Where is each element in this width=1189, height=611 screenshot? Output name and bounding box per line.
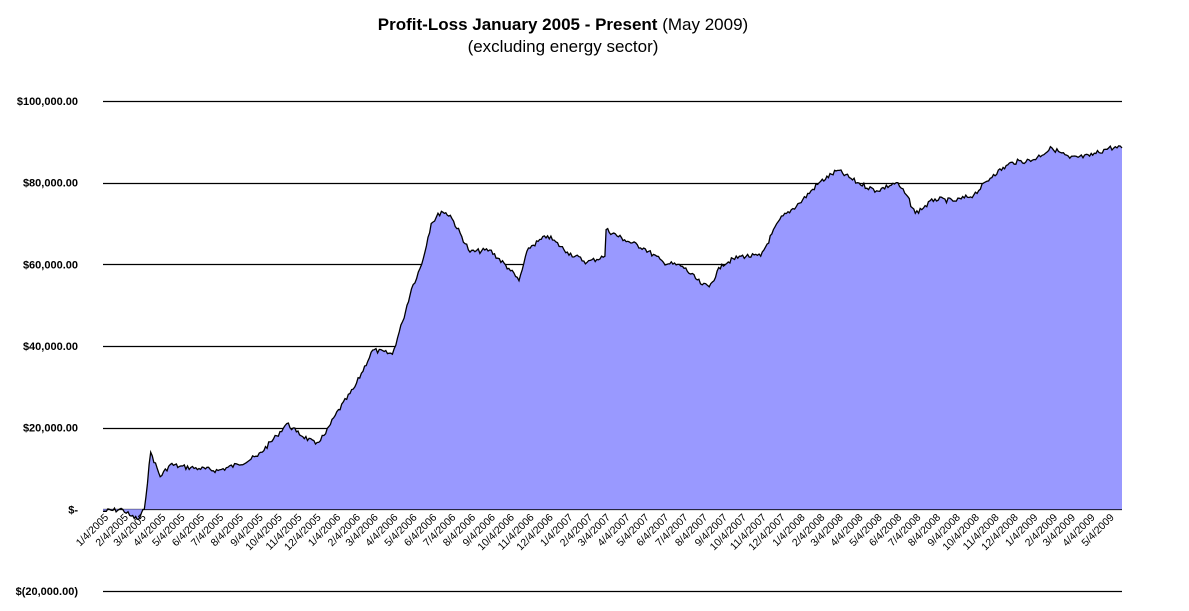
y-tick-label: $80,000.00: [23, 178, 78, 190]
y-tick-label: $40,000.00: [23, 341, 78, 353]
x-axis-labels: 1/4/20052/4/20053/4/20054/4/20055/4/2005…: [74, 511, 1117, 553]
series-line: [102, 145, 1123, 521]
chart-title: Profit-Loss January 2005 - Present (May …: [0, 14, 1126, 36]
y-tick-label: $100,000.00: [17, 96, 78, 108]
y-axis-labels: $100,000.00 $80,000.00 $60,000.00 $40,000.0…: [16, 96, 79, 598]
chart-title-block: Profit-Loss January 2005 - Present (May …: [0, 14, 1126, 58]
chart-title-date: (May 2009): [662, 15, 749, 34]
y-tick-label: $-: [68, 504, 78, 516]
series-area: [102, 145, 1123, 521]
y-tick-label: $(20,000.00): [16, 586, 79, 598]
chart-subtitle: (excluding energy sector): [467, 37, 659, 56]
y-tick-label: $60,000.00: [23, 259, 78, 271]
series-fill: [103, 145, 1122, 520]
y-tick-label: $20,000.00: [23, 423, 78, 435]
chart-title-bold: Profit-Loss January 2005 - Present: [377, 15, 658, 34]
